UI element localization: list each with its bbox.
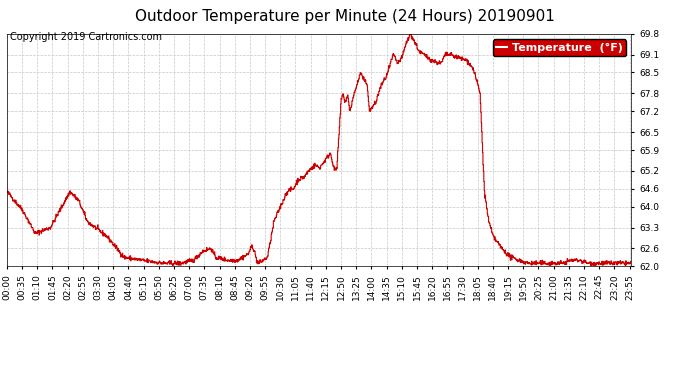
Text: Copyright 2019 Cartronics.com: Copyright 2019 Cartronics.com <box>10 32 162 42</box>
Text: Outdoor Temperature per Minute (24 Hours) 20190901: Outdoor Temperature per Minute (24 Hours… <box>135 9 555 24</box>
Legend: Temperature  (°F): Temperature (°F) <box>493 39 626 56</box>
